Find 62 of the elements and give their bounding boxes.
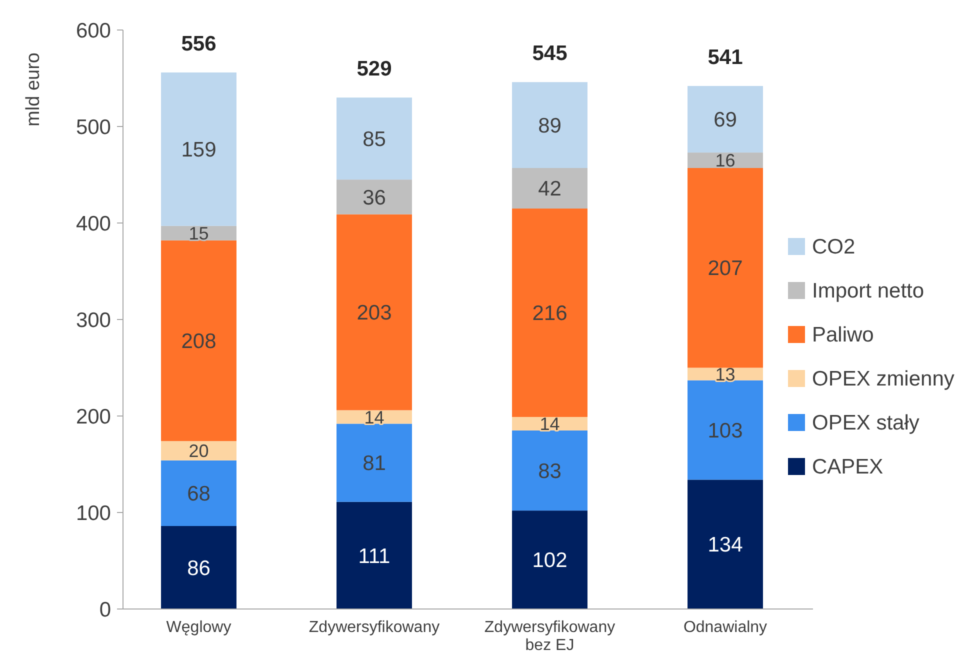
bar <box>688 380 763 480</box>
y-tick-label: 0 <box>99 598 111 622</box>
bar <box>161 526 236 609</box>
y-axis-title: mld euro <box>23 52 44 126</box>
data-label: 81 <box>362 452 386 476</box>
x-tick-label: Zdywersyfikowany <box>308 619 440 636</box>
data-label: 216 <box>532 302 568 326</box>
bar <box>512 208 588 417</box>
bar <box>512 510 588 609</box>
data-label: 36 <box>362 186 386 210</box>
data-label: 20 <box>188 441 209 462</box>
x-tick-label: Odnawialny <box>683 619 768 636</box>
bar <box>688 86 763 153</box>
bar <box>512 430 588 511</box>
data-label: 14 <box>540 414 560 434</box>
bar <box>336 502 412 609</box>
legend-label: Import netto <box>812 279 924 302</box>
bar <box>161 460 236 526</box>
data-label: 134 <box>708 534 744 557</box>
data-label: 16 <box>715 150 736 171</box>
bar <box>161 240 236 442</box>
total-label: 556 <box>181 32 216 56</box>
data-label: 69 <box>714 108 737 132</box>
legend-label: Paliwo <box>812 323 874 346</box>
y-tick-label: 400 <box>76 212 111 236</box>
legend-label: OPEX stały <box>812 411 920 434</box>
data-label: 68 <box>187 482 210 506</box>
y-tick-label: 200 <box>76 405 111 428</box>
data-label: 83 <box>538 460 562 483</box>
bar <box>336 214 412 410</box>
data-label: 15 <box>188 223 209 244</box>
data-label: 103 <box>708 419 743 442</box>
y-tick-label: 100 <box>76 502 111 525</box>
data-label: 86 <box>187 556 210 580</box>
data-label: 207 <box>708 257 743 280</box>
legend-label: OPEX zmienny <box>812 367 955 390</box>
data-label: 13 <box>715 364 736 384</box>
bar <box>336 98 412 180</box>
data-label: 14 <box>364 407 384 428</box>
data-label: 159 <box>181 138 216 162</box>
data-label: 111 <box>358 544 390 568</box>
total-label: 541 <box>708 46 744 69</box>
y-tick-label: 500 <box>76 116 111 139</box>
data-label: 42 <box>538 178 562 201</box>
bar <box>512 82 588 168</box>
bar <box>161 72 236 226</box>
legend-label: CAPEX <box>812 455 884 478</box>
data-label: 85 <box>362 128 386 151</box>
data-label: 102 <box>532 549 568 572</box>
data-label: 203 <box>356 302 392 325</box>
y-tick-label: 300 <box>76 308 111 332</box>
bar <box>688 480 763 609</box>
y-tick-label: 600 <box>76 19 111 42</box>
data-label: 208 <box>181 330 216 354</box>
total-label: 529 <box>356 58 392 81</box>
bar <box>336 424 412 502</box>
x-tick-label: Zdywersyfikowany bez EJ <box>484 619 616 654</box>
x-tick-label: Węglowy <box>166 619 232 636</box>
data-label: 89 <box>538 114 562 138</box>
legend-label: CO2 <box>812 235 856 258</box>
total-label: 545 <box>532 42 568 66</box>
bar <box>688 168 763 368</box>
